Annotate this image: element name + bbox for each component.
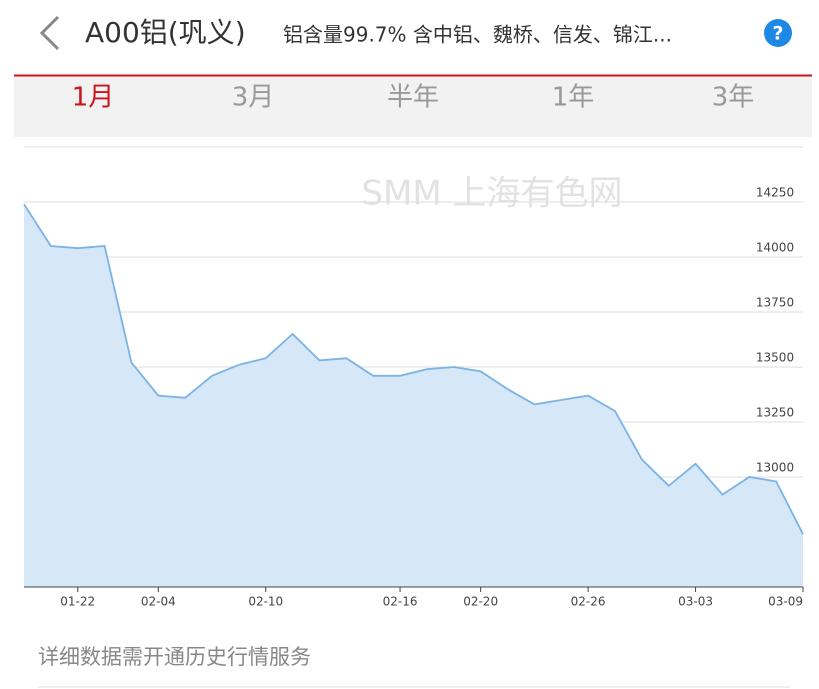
area-line	[23, 203, 804, 535]
tab-bar	[14, 75, 812, 137]
x-tick-label: 02-10	[248, 595, 283, 609]
y-tick-label: 13250	[756, 406, 794, 420]
y-tick-label: 14250	[756, 186, 794, 200]
tab[interactable]: 1月	[72, 83, 115, 113]
x-tick-label: 03-03	[678, 595, 713, 609]
y-tick-label: 13500	[756, 351, 794, 365]
title: A00铝(巩义)	[85, 16, 246, 49]
tab[interactable]: 3月	[232, 83, 275, 113]
x-tick-label: 02-04	[141, 595, 176, 609]
y-tick-label: 13750	[756, 296, 794, 310]
y-tick-label: 13000	[756, 461, 794, 475]
tab[interactable]: 3年	[712, 83, 755, 113]
x-tick-label: 02-26	[571, 595, 606, 609]
help-icon: ?	[772, 23, 783, 45]
tab[interactable]: 半年	[387, 83, 439, 113]
area-fill	[24, 204, 803, 587]
watermark: SMM 上海有色网	[361, 174, 622, 214]
y-tick-label: 14000	[756, 241, 794, 255]
tab[interactable]: 1年	[552, 83, 595, 113]
back-button[interactable]	[39, 15, 60, 51]
x-tick-label: 02-20	[463, 595, 498, 609]
footer-text[interactable]: 详细数据需开通历史行情服务	[38, 645, 311, 669]
x-tick-label: 03-09	[768, 595, 803, 609]
help-button[interactable]	[764, 19, 792, 47]
subtitle: 铝含量99.7% 含中铝、魏桥、信发、锦江...	[283, 23, 672, 47]
x-tick-label: 02-16	[383, 595, 418, 609]
x-tick-label: 01-22	[60, 595, 95, 609]
